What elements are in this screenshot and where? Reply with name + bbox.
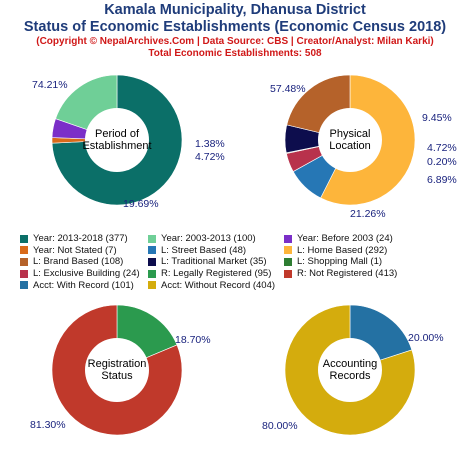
legend-swatch — [148, 257, 156, 266]
legend-label: L: Street Based (48) — [161, 244, 247, 256]
legend-item-r-not-registered-413: R: Not Registered (413) — [284, 268, 397, 280]
legend-swatch — [148, 281, 156, 290]
legend-label: R: Not Registered (413) — [297, 268, 398, 280]
legend-swatch — [20, 281, 28, 290]
legend-label: Year: 2003-2013 (100) — [161, 233, 256, 245]
pie-label-l-brand-based: 21.26% — [350, 208, 386, 220]
pie-label-year-2013-2018: 74.21% — [32, 79, 68, 91]
pie-label-l-street-based: 9.45% — [422, 112, 452, 124]
legend-swatch — [20, 257, 28, 266]
chart-subtitle-total: Total Economic Establishments: 508 — [148, 48, 322, 59]
legend-swatch — [284, 234, 292, 243]
pie-label-r-legally-registered: 18.70% — [175, 334, 211, 346]
legend-item-acct-without-record-404: Acct: Without Record (404) — [148, 279, 275, 291]
pie-slice-r-not-registered — [51, 304, 183, 436]
chart-header: Kamala Municipality, Dhanusa District St… — [0, 2, 470, 60]
legend-item-l-traditional-market-35: L: Traditional Market (35) — [148, 256, 267, 268]
legend-swatch — [20, 234, 28, 243]
pie-label-r-not-registered: 81.30% — [30, 419, 66, 431]
legend-item-acct-with-record-101: Acct: With Record (101) — [20, 279, 134, 291]
legend-item-r-legally-registered-95: R: Legally Registered (95) — [148, 268, 271, 280]
legend-label: L: Brand Based (108) — [33, 256, 124, 268]
legend-swatch — [284, 269, 292, 278]
pie-label-year-2003-2013: 19.69% — [123, 198, 159, 210]
donut-center-title: Period of — [95, 128, 140, 140]
donut-hole — [85, 338, 149, 402]
legend-item-l-street-based-48: L: Street Based (48) — [148, 245, 246, 257]
legend-label: Acct: With Record (101) — [33, 279, 134, 291]
pie-label-year-not-stated: 1.38% — [195, 138, 225, 150]
legend-label: Acct: Without Record (404) — [161, 279, 276, 291]
donut-center-title: Accounting — [323, 358, 377, 370]
donut-center-title: Establishment — [82, 140, 151, 152]
pie-label-acct-with-record: 20.00% — [408, 332, 444, 344]
pie-label-acct-without-record: 80.00% — [262, 420, 298, 432]
legend-item-l-brand-based-108: L: Brand Based (108) — [20, 256, 123, 268]
legend-label: R: Legally Registered (95) — [161, 268, 272, 280]
pie-label-l-traditional-market: 6.89% — [427, 174, 457, 186]
legend-item-l-home-based-292: L: Home Based (292) — [284, 245, 387, 257]
pie-label-l-shopping-mall: 0.20% — [427, 156, 457, 168]
legend-label: L: Shopping Mall (1) — [297, 256, 383, 268]
donut-center-title: Physical — [330, 128, 371, 140]
legend-label: Year: Not Stated (7) — [33, 244, 117, 256]
pie-slice-acct-without-record — [284, 304, 416, 436]
legend-swatch — [20, 269, 28, 278]
legend-label: L: Exclusive Building (24) — [33, 268, 140, 280]
legend-row: Year: Not Stated (7) L: Street Based (48)… — [20, 245, 470, 257]
legend-row: L: Exclusive Building (24) R: Legally Reg… — [20, 268, 470, 280]
legend-item-l-exclusive-building-24: L: Exclusive Building (24) — [20, 268, 140, 280]
pie-label-l-exclusive-building: 4.72% — [427, 142, 457, 154]
legend-label: Year: Before 2003 (24) — [297, 233, 393, 245]
legend-swatch — [284, 257, 292, 266]
legend-row: L: Brand Based (108) L: Traditional Marke… — [20, 256, 470, 268]
donut-center-title: Location — [329, 140, 371, 152]
legend-item-year-before-2003-24: Year: Before 2003 (24) — [284, 233, 393, 245]
legend-item-year-not-stated-7: Year: Not Stated (7) — [20, 245, 117, 257]
legend-item-year-2003-2013-100: Year: 2003-2013 (100) — [148, 233, 256, 245]
donut-hole — [318, 338, 382, 402]
legend-swatch — [148, 234, 156, 243]
legend-item-l-shopping-mall-1: L: Shopping Mall (1) — [284, 256, 382, 268]
legend-row: Year: 2013-2018 (377) Year: 2003-2013 (10… — [20, 233, 470, 245]
donut-center-title: Status — [101, 370, 133, 382]
chart-title-line2: Status of Economic Establishments (Econo… — [23, 19, 447, 35]
chart-legend: Year: 2013-2018 (377) Year: 2003-2013 (10… — [20, 233, 470, 291]
donut-center-title: Registration — [88, 358, 147, 370]
donut-hole — [318, 108, 382, 172]
legend-label: L: Home Based (292) — [297, 244, 388, 256]
legend-item-year-2013-2018-377: Year: 2013-2018 (377) — [20, 233, 128, 245]
legend-label: L: Traditional Market (35) — [161, 256, 267, 268]
legend-swatch — [148, 246, 156, 255]
legend-swatch — [20, 246, 28, 255]
legend-swatch — [284, 246, 292, 255]
chart-subtitle-copyright: (Copyright © NepalArchives.Com | Data So… — [36, 36, 434, 47]
pie-slice-year-2013-2018 — [51, 74, 183, 206]
donut-hole — [85, 108, 149, 172]
chart-title-line1: Kamala Municipality, Dhanusa District — [104, 2, 366, 18]
legend-row: Acct: With Record (101) Acct: Without Rec… — [20, 279, 470, 291]
legend-swatch — [148, 269, 156, 278]
pie-label-l-home-based: 57.48% — [270, 83, 306, 95]
donut-center-title: Records — [330, 370, 371, 382]
legend-label: Year: 2013-2018 (377) — [33, 233, 128, 245]
pie-label-year-before-2003: 4.72% — [195, 151, 225, 163]
